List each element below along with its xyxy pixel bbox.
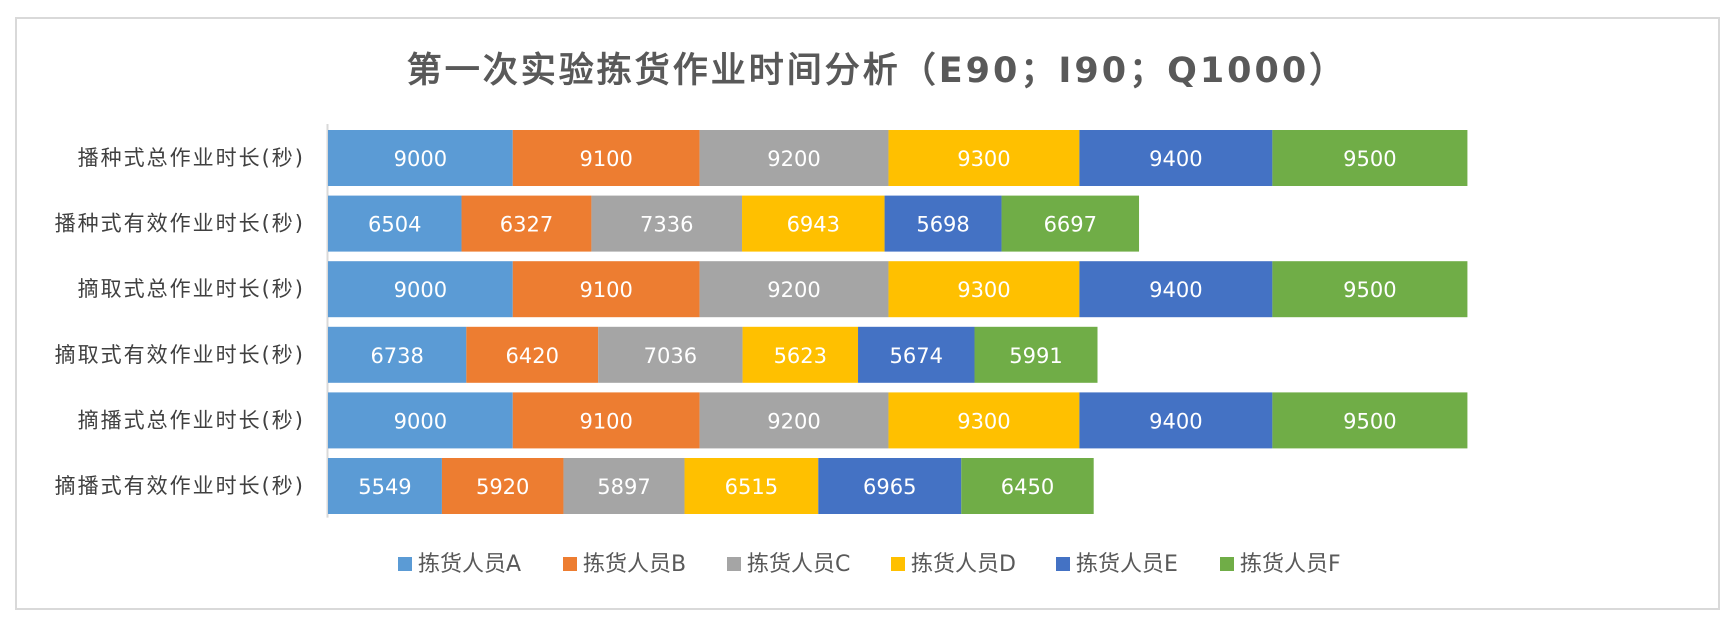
category-label: 播种式有效作业时长(秒): [55, 212, 305, 236]
data-label: 6738: [370, 344, 423, 368]
data-label: 9100: [579, 278, 632, 302]
data-label: 6943: [787, 213, 840, 237]
data-label: 9200: [767, 147, 820, 171]
data-label: 9100: [579, 409, 632, 433]
legend-label[interactable]: 拣货人员E: [1076, 552, 1178, 577]
bar-segment[interactable]: [328, 261, 513, 318]
bar-segment[interactable]: [888, 392, 1080, 449]
category-label: 摘取式有效作业时长(秒): [55, 343, 305, 367]
data-label: 9500: [1343, 147, 1396, 171]
bars-group: 9000 9100 9200 9300 9400 9500 6504 6327 7336 6943…: [328, 130, 1468, 514]
bar-segment[interactable]: [461, 195, 592, 252]
data-label: 9000: [394, 409, 447, 433]
bar-segment[interactable]: [858, 326, 975, 383]
data-label: 6420: [506, 344, 559, 368]
data-label: 6697: [1044, 213, 1097, 237]
data-label: 9300: [957, 278, 1010, 302]
bar-segment[interactable]: [1272, 130, 1468, 186]
category-label: 摘播式有效作业时长(秒): [55, 474, 305, 498]
bar-segment[interactable]: [818, 458, 962, 514]
bar-segment[interactable]: [699, 392, 889, 449]
bar-segment[interactable]: [1001, 195, 1140, 252]
bar-segment[interactable]: [699, 130, 889, 186]
legend: 拣货人员A 拣货人员B 拣货人员C 拣货人员D 拣货人员E 拣货人员F: [398, 552, 1341, 577]
data-label: 7336: [640, 213, 693, 237]
data-label: 9400: [1149, 278, 1202, 302]
data-label: 7036: [644, 344, 697, 368]
data-label: 9300: [957, 147, 1010, 171]
bar-segment[interactable]: [1272, 392, 1468, 449]
bar-segment[interactable]: [591, 195, 743, 252]
bar-segment[interactable]: [328, 392, 513, 449]
data-label: 5991: [1009, 344, 1062, 368]
bar-segment[interactable]: [974, 326, 1098, 383]
bar-segment[interactable]: [699, 261, 889, 318]
data-label: 5623: [774, 344, 827, 368]
legend-label[interactable]: 拣货人员C: [747, 552, 850, 577]
data-label: 5549: [358, 475, 411, 499]
bar-segment[interactable]: [598, 326, 743, 383]
data-label: 9100: [579, 147, 632, 171]
category-label: 摘取式总作业时长(秒): [78, 277, 305, 301]
data-label: 6450: [1001, 475, 1054, 499]
bar-segment[interactable]: [328, 195, 462, 252]
bar-segment[interactable]: [1079, 392, 1273, 449]
bar-segment[interactable]: [888, 261, 1080, 318]
bar-segment[interactable]: [742, 195, 885, 252]
data-label: 6965: [863, 475, 916, 499]
data-label: 5920: [476, 475, 529, 499]
bar-segment[interactable]: [512, 130, 700, 186]
data-label: 9500: [1343, 409, 1396, 433]
bar-segment[interactable]: [888, 130, 1080, 186]
data-label: 5674: [890, 344, 943, 368]
data-label: 5698: [916, 213, 969, 237]
bar-segment[interactable]: [328, 458, 442, 514]
bar-segment[interactable]: [742, 326, 859, 383]
legend-swatch: [563, 557, 577, 571]
category-label: 摘播式总作业时长(秒): [78, 408, 305, 432]
bar-segment[interactable]: [512, 392, 700, 449]
data-label: 9000: [394, 147, 447, 171]
legend-swatch: [398, 557, 412, 571]
legend-swatch: [1056, 557, 1070, 571]
data-label: 6504: [368, 213, 421, 237]
legend-swatch: [727, 557, 741, 571]
bar-segment[interactable]: [328, 130, 513, 186]
data-label: 9400: [1149, 147, 1202, 171]
bar-segment[interactable]: [563, 458, 685, 514]
legend-swatch: [891, 557, 905, 571]
data-label: 9200: [767, 278, 820, 302]
bar-segment[interactable]: [512, 261, 700, 318]
legend-label[interactable]: 拣货人员D: [911, 552, 1016, 577]
bar-segment[interactable]: [441, 458, 564, 514]
legend-label[interactable]: 拣货人员A: [418, 552, 521, 577]
data-label: 6327: [500, 213, 553, 237]
bar-segment[interactable]: [684, 458, 819, 514]
data-label: 9200: [767, 409, 820, 433]
data-label: 5897: [597, 475, 650, 499]
chart-title: 第一次实验拣货作业时间分析（E90；I90；Q1000）: [407, 51, 1348, 91]
data-label: 6515: [725, 475, 778, 499]
data-label: 9400: [1149, 409, 1202, 433]
bar-segment[interactable]: [961, 458, 1094, 514]
legend-label[interactable]: 拣货人员B: [583, 552, 686, 577]
bar-segment[interactable]: [328, 326, 467, 383]
bar-segment[interactable]: [884, 195, 1002, 252]
bar-segment[interactable]: [466, 326, 599, 383]
legend-swatch: [1220, 557, 1234, 571]
data-label: 9300: [957, 409, 1010, 433]
legend-label[interactable]: 拣货人员F: [1240, 552, 1341, 577]
category-labels: 播种式总作业时长(秒) 播种式有效作业时长(秒) 摘取式总作业时长(秒) 摘取式有效作…: [55, 146, 305, 498]
bar-segment[interactable]: [1079, 261, 1273, 318]
data-label: 9500: [1343, 278, 1396, 302]
bar-segment[interactable]: [1272, 261, 1468, 318]
data-label: 9000: [394, 278, 447, 302]
bar-segment[interactable]: [1079, 130, 1273, 186]
category-label: 播种式总作业时长(秒): [78, 146, 305, 170]
